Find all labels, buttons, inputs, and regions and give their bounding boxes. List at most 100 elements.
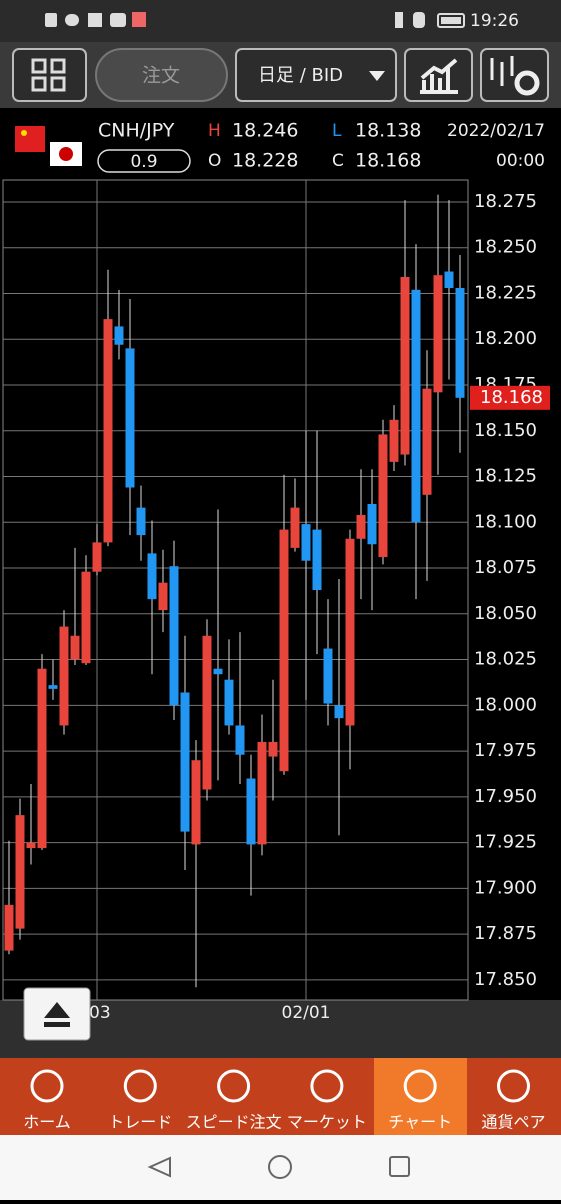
candle-body [433, 275, 443, 393]
spread-badge [97, 149, 191, 173]
nav-icon [497, 1069, 530, 1103]
y-tick-label: 18.150 [474, 420, 537, 441]
candle-body [356, 514, 366, 539]
candle-body [37, 668, 47, 849]
high-label: H [208, 121, 221, 141]
high-value: 18.246 [232, 120, 298, 142]
home-button[interactable] [268, 1155, 292, 1179]
nav-label[interactable]: マーケット [287, 1113, 367, 1132]
candle-body [323, 648, 333, 704]
candle-body [191, 760, 201, 845]
recents-button[interactable] [389, 1156, 410, 1177]
menu-button[interactable] [12, 48, 87, 102]
y-tick-label: 17.950 [474, 786, 537, 807]
status-icons [45, 12, 465, 28]
candle-body [147, 553, 157, 600]
candle-body [411, 289, 421, 523]
candle-body [389, 419, 399, 462]
candle-body [26, 842, 36, 849]
nav-items: ホーム トレード スピード注文 マーケット チャート 通貨ペア [23, 1069, 546, 1132]
open-value: 18.228 [232, 150, 298, 172]
candle-body [213, 668, 223, 675]
close-label: C [332, 151, 344, 171]
candle-body [4, 904, 14, 951]
spread: 0.9 [130, 152, 157, 172]
nav-label[interactable]: チャート [388, 1113, 452, 1132]
y-tick-label: 17.975 [474, 740, 537, 761]
candle-body [202, 635, 212, 790]
candle-body [312, 529, 322, 590]
chart: 17.850 17.875 17.900 17.925 17.950 17.975 18.0… [3, 180, 550, 1023]
candle-body [455, 287, 465, 398]
candle-body [235, 725, 245, 755]
y-tick-label: 17.875 [474, 923, 537, 944]
candle-body [279, 529, 289, 772]
indicator-button[interactable] [404, 48, 473, 102]
flags [15, 126, 82, 166]
candle-body [169, 566, 179, 706]
x-tick-label: 02/01 [282, 1003, 331, 1023]
nav-icon [123, 1069, 157, 1103]
y-tick-label: 17.925 [474, 832, 537, 853]
timeframe-dropdown[interactable]: 日足 / BID [235, 48, 397, 102]
back-button[interactable] [147, 1156, 171, 1178]
nav-label[interactable]: トレード [108, 1113, 172, 1132]
candle-body [268, 741, 278, 757]
candle-body [444, 271, 454, 288]
bottom-nav [0, 1058, 561, 1135]
y-tick-label: 18.225 [474, 282, 537, 303]
candle-body [224, 679, 234, 726]
timeframe-label: 日足 / BID [258, 65, 343, 86]
collapse-button[interactable] [23, 987, 91, 1041]
nav-label[interactable]: 通貨ペア [481, 1113, 545, 1132]
nav-icon [217, 1069, 251, 1103]
low-label: L [332, 121, 342, 141]
y-tick-label: 18.000 [474, 694, 537, 715]
candle-body [400, 277, 410, 455]
candle-body [246, 778, 256, 845]
candle-body [136, 507, 146, 536]
plot-border [2, 179, 469, 1001]
order-button[interactable]: 注文 [95, 48, 228, 102]
candle-body [92, 542, 102, 572]
y-tick-label: 18.050 [474, 603, 537, 624]
candle-body [81, 571, 91, 664]
nav-icon [310, 1069, 344, 1103]
y-tick-label: 18.275 [474, 191, 537, 212]
candle-body [15, 815, 25, 929]
y-tick-label: 18.100 [474, 511, 537, 532]
quote-date: 2022/02/17 [447, 121, 545, 141]
pair-name: CNH/JPY [98, 120, 175, 142]
x-axis-area [0, 1000, 561, 1058]
open-label: O [208, 151, 221, 171]
candle-body [345, 538, 355, 726]
close-value: 18.168 [355, 150, 421, 172]
nav-label[interactable]: ホーム [23, 1113, 71, 1132]
candle-body [48, 685, 58, 689]
candle-body [114, 326, 124, 345]
y-tick-label: 18.200 [474, 328, 537, 349]
y-tick-label: 17.850 [474, 969, 537, 990]
y-tick-label: 17.900 [474, 877, 537, 898]
nav-label[interactable]: スピード注文 [186, 1113, 282, 1132]
candle-body [103, 319, 113, 543]
quote-time: 00:00 [496, 151, 545, 171]
candle-body [290, 507, 300, 548]
y-tick-label: 18.125 [474, 466, 537, 487]
candle-body [367, 503, 377, 545]
chart-settings-button[interactable] [480, 48, 549, 102]
order-label: 注文 [142, 65, 180, 87]
nav-icon [30, 1069, 64, 1103]
candle-body [70, 635, 80, 660]
candle-body [334, 705, 344, 719]
candle-body [59, 626, 69, 726]
candle-body [257, 741, 267, 845]
candle-body [180, 692, 190, 832]
nav-icon [403, 1069, 437, 1103]
clock: 19:26 [470, 11, 519, 31]
y-tick-label: 18.025 [474, 649, 537, 670]
candle-body [378, 434, 388, 558]
candle-body [301, 524, 311, 561]
